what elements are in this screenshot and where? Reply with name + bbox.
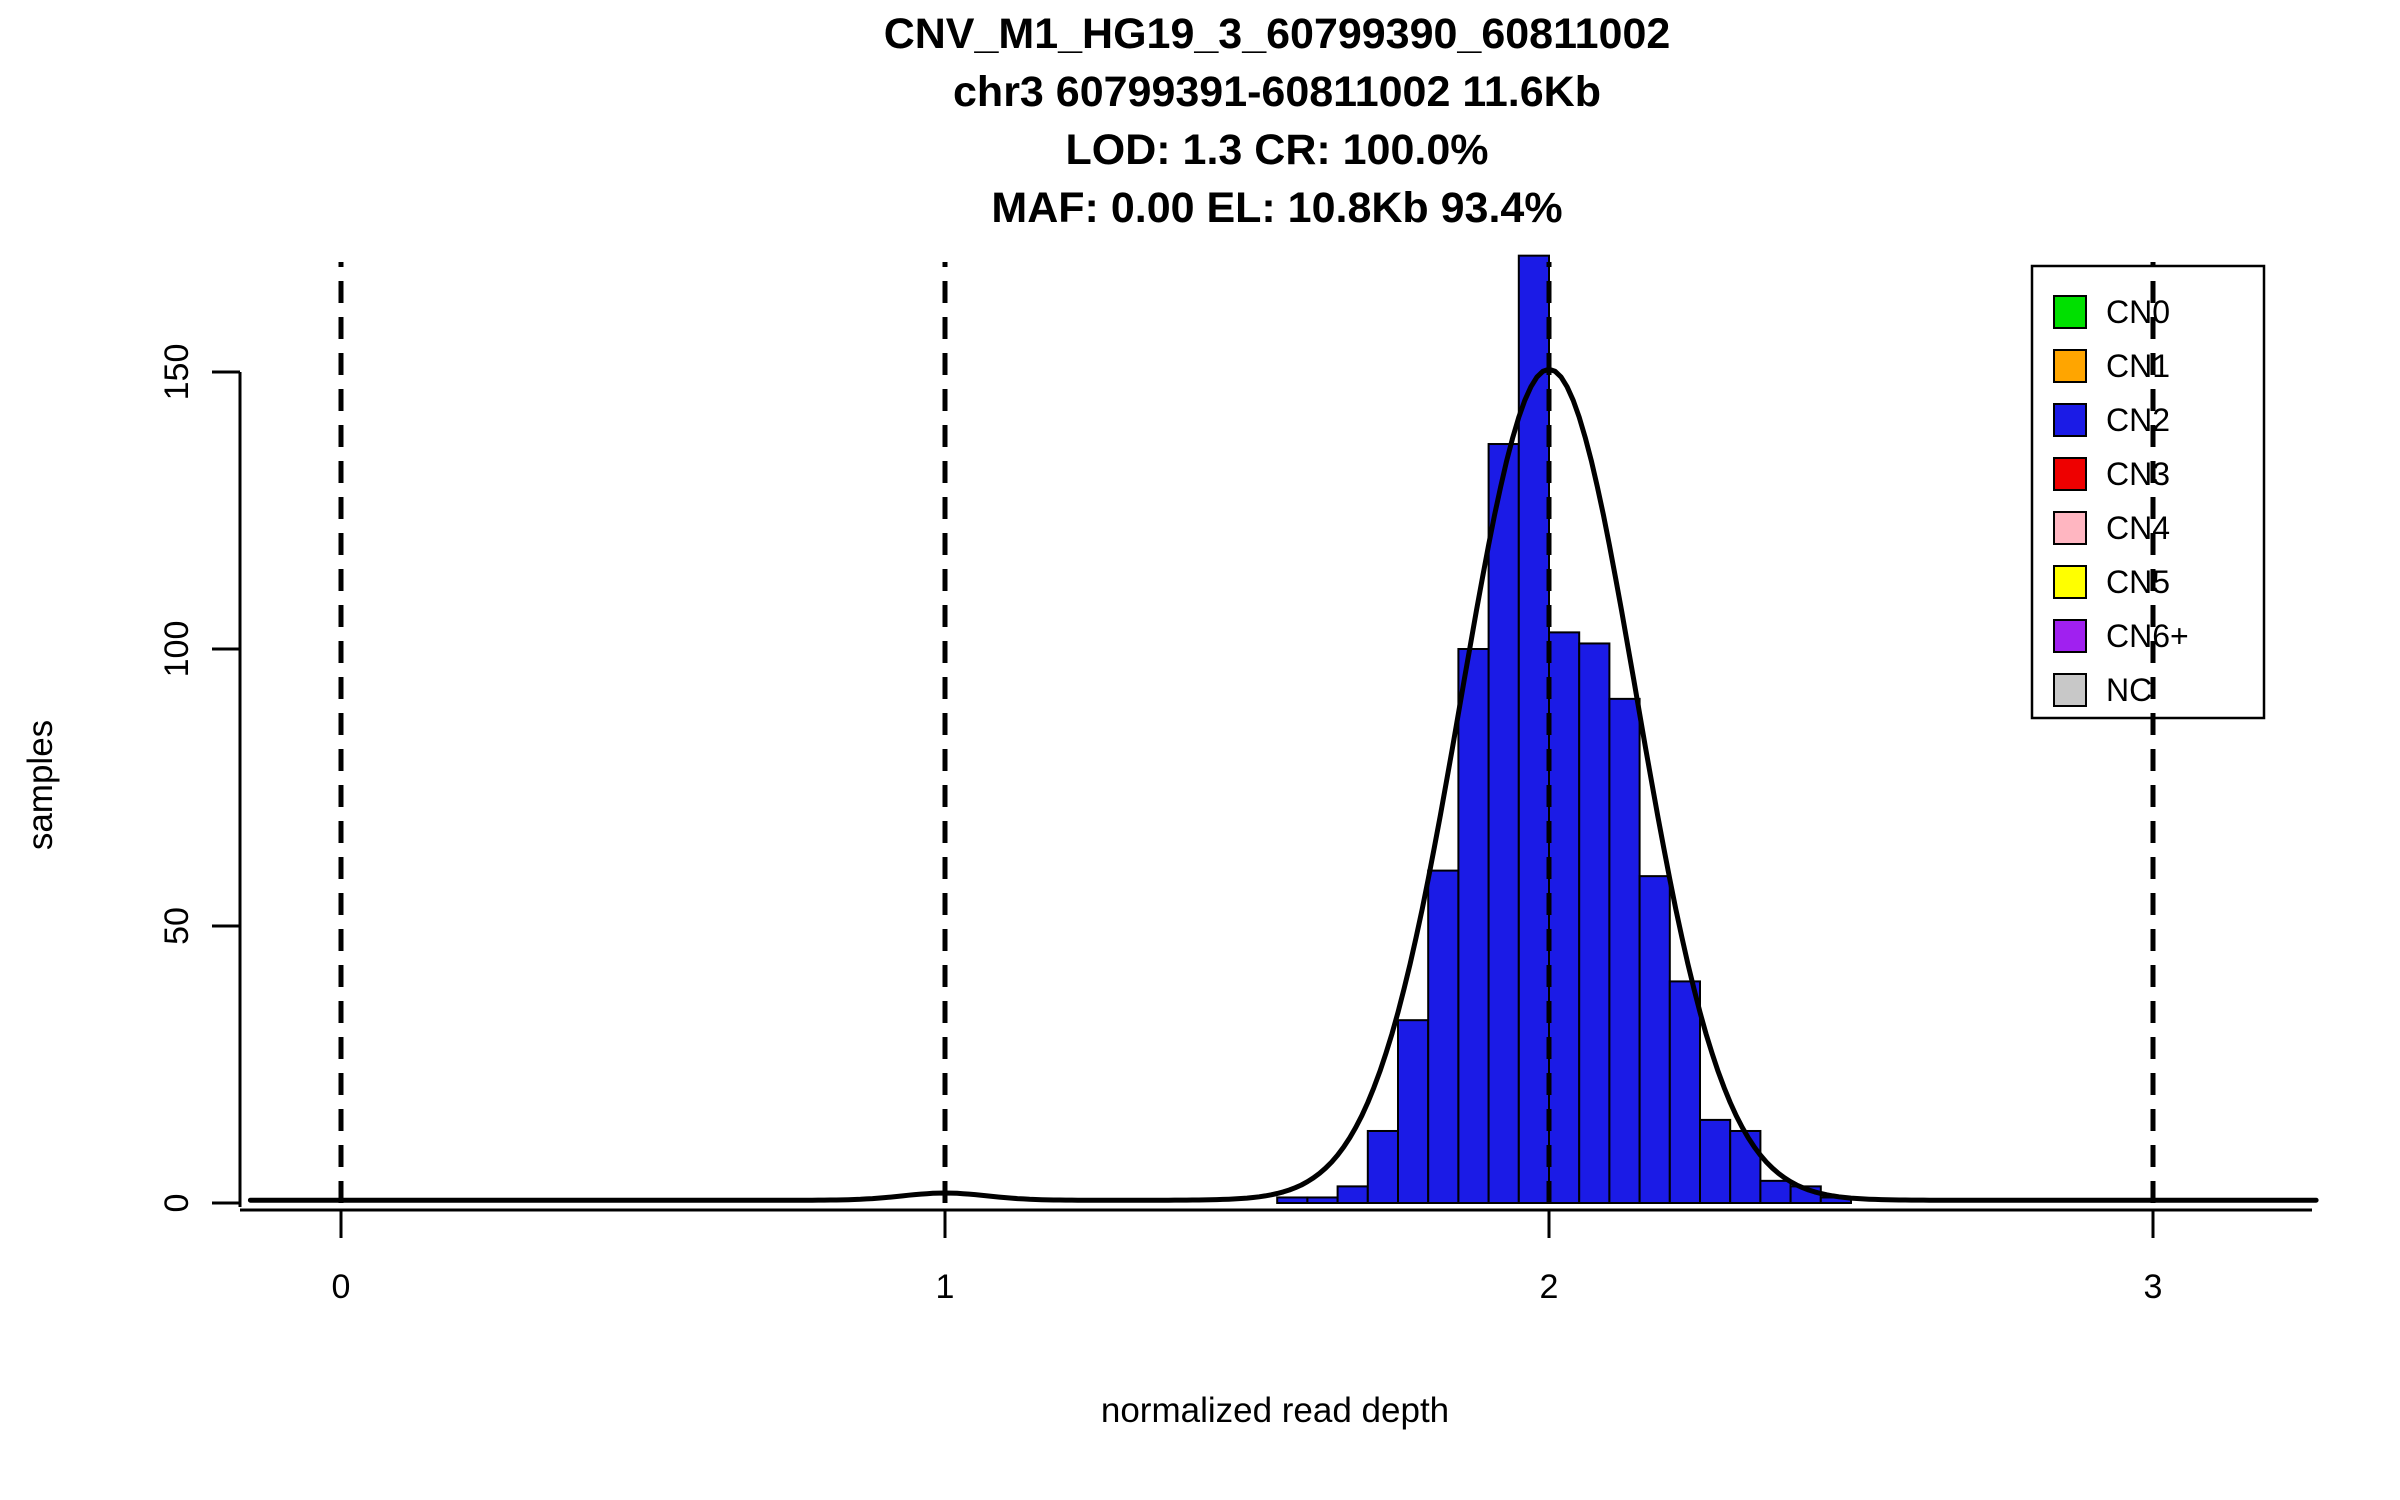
legend-label-CN3: CN3: [2106, 456, 2170, 492]
y-tick-label: 50: [158, 907, 196, 945]
chart-title-line3: LOD: 1.3 CR: 100.0%: [1066, 126, 1489, 174]
histogram-bar: [1729, 1129, 1762, 1204]
histogram-bar: [1668, 980, 1702, 1205]
histogram-bar: [1397, 1019, 1430, 1204]
legend-swatch-CN6+: [2053, 619, 2087, 653]
legend-swatch-CN5: [2053, 565, 2087, 599]
chart-title-line2: chr3 60799391-60811002 11.6Kb: [953, 68, 1601, 116]
histogram-bar: [1638, 875, 1671, 1204]
legend-label-CN2: CN2: [2106, 402, 2170, 438]
y-tick-label: 100: [158, 621, 196, 678]
histogram-bars: [1276, 254, 1853, 1205]
legend-label-CN1: CN1: [2106, 348, 2170, 384]
legend-label-CN4: CN4: [2106, 510, 2170, 546]
histogram-bar: [1336, 1185, 1369, 1205]
histogram-bar: [1427, 869, 1460, 1204]
histogram-bar: [1578, 642, 1611, 1204]
histogram-bar: [1276, 1196, 1309, 1204]
axes: 0 1 2 3 0 50 100 150: [158, 344, 2312, 1306]
legend-box: CN0 CN1 CN2 CN3 CN4 CN5 CN6+ NC: [2030, 264, 2266, 720]
histogram-bar: [1759, 1179, 1792, 1204]
histogram-bar: [1487, 443, 1520, 1204]
x-axis-title: normalized read depth: [1101, 1391, 1449, 1430]
x-tick-label: 0: [332, 1268, 351, 1306]
histogram-bar: [1457, 648, 1490, 1204]
histogram-bar: [1366, 1129, 1400, 1204]
histogram-bar: [1699, 1118, 1732, 1205]
legend-label-CN6+: CN6+: [2106, 618, 2189, 654]
legend-swatch-CN4: [2053, 511, 2087, 545]
legend-swatch-CN0: [2053, 295, 2087, 329]
y-tick-label: 150: [158, 344, 196, 401]
legend-swatch-NC: [2053, 673, 2087, 707]
legend-swatch-CN1: [2053, 349, 2087, 383]
chart-title-line1: CNV_M1_HG19_3_60799390_60811002: [884, 10, 1671, 58]
chart-title-line4: MAF: 0.00 EL: 10.8Kb 93.4%: [991, 184, 1562, 232]
histogram-bar: [1608, 697, 1641, 1204]
y-tick-label: 0: [158, 1194, 196, 1213]
x-tick-label: 1: [936, 1268, 955, 1306]
histogram-bar: [1306, 1196, 1339, 1204]
legend-swatch-CN2: [2053, 403, 2087, 437]
cn-dashed-lines: [338, 262, 2156, 1203]
legend-label-CN5: CN5: [2106, 564, 2170, 600]
legend-label-CN0: CN0: [2106, 294, 2170, 330]
histogram-bar: [1548, 631, 1581, 1204]
y-axis-title: samples: [21, 720, 60, 850]
legend-swatch-CN3: [2053, 457, 2087, 491]
x-tick-label: 2: [1540, 1268, 1559, 1306]
legend-label-NC: NC: [2106, 672, 2152, 708]
gaussian-fit-path: [247, 366, 2319, 1203]
x-tick-label: 3: [2144, 1268, 2163, 1306]
fit-curve: [247, 366, 2319, 1203]
histogram-bar: [1517, 254, 1551, 1205]
